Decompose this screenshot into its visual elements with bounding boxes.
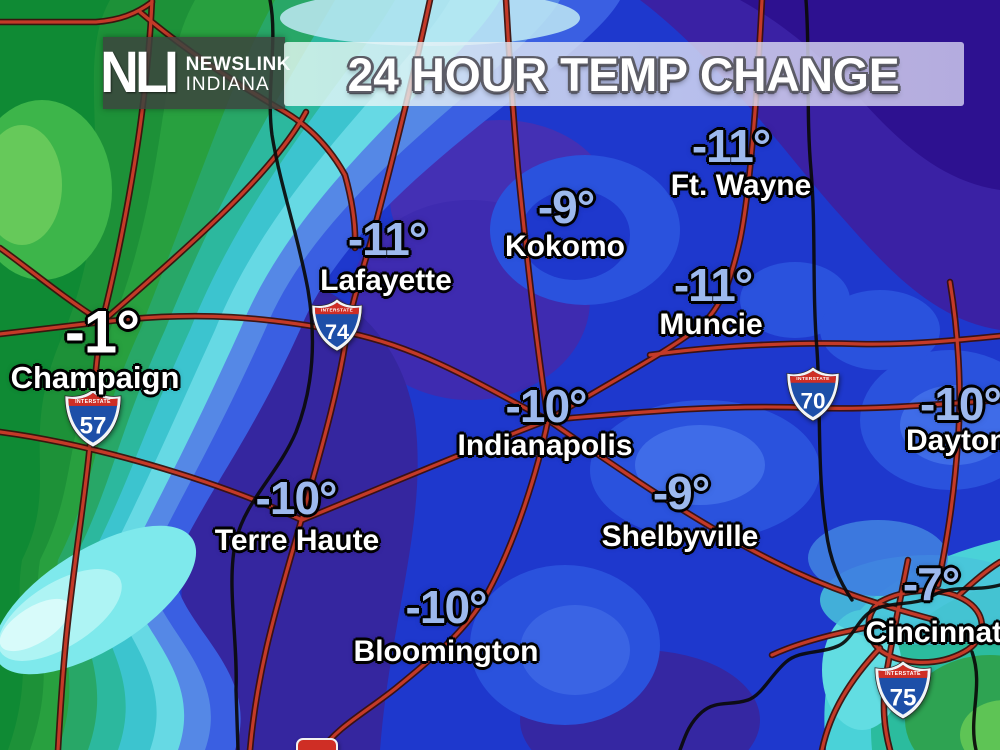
title-banner: 24 HOUR TEMP CHANGE bbox=[284, 42, 964, 106]
interstate-label: INTERSTATE bbox=[796, 376, 830, 382]
highway-number: 74 bbox=[325, 319, 349, 344]
state-border-lines bbox=[230, 0, 1000, 750]
interstate-shield-74-icon: INTERSTATE 74 bbox=[311, 298, 363, 352]
page-title: 24 HOUR TEMP CHANGE bbox=[348, 47, 900, 101]
logo-abbr-text: NLI bbox=[100, 40, 179, 105]
us-route-shield-partial-icon bbox=[296, 738, 338, 750]
logo-name-line2: INDIANA bbox=[185, 74, 270, 95]
interstate-label: INTERSTATE bbox=[885, 671, 921, 677]
highway-number: 57 bbox=[80, 412, 107, 439]
interstate-shield-57-icon: INTERSTATE 57 bbox=[64, 388, 122, 448]
interstate-shield-70-icon: INTERSTATE 70 bbox=[786, 366, 840, 422]
highway-number: 75 bbox=[890, 684, 917, 711]
interstate-shield-75-icon: INTERSTATE 75 bbox=[874, 660, 932, 720]
interstate-label: INTERSTATE bbox=[321, 308, 353, 313]
highway-number: 70 bbox=[800, 388, 825, 413]
ohio-river bbox=[678, 583, 1000, 750]
logo-name-text: NEWSLINK INDIANA bbox=[186, 51, 291, 95]
nli-logo: NLI NEWSLINK INDIANA bbox=[100, 37, 290, 109]
interstate-label: INTERSTATE bbox=[75, 399, 111, 405]
logo-name-line1: NEWSLINK bbox=[185, 54, 291, 76]
